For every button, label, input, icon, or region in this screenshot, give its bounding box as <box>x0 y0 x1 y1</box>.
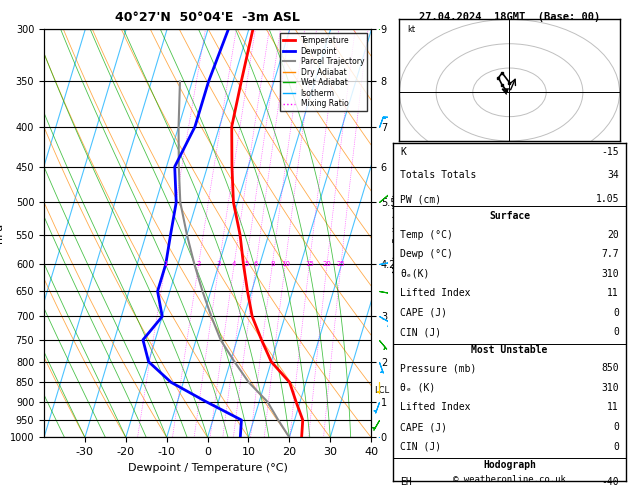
Text: -40: -40 <box>601 477 619 486</box>
Text: 850: 850 <box>601 363 619 373</box>
Text: CAPE (J): CAPE (J) <box>400 422 447 432</box>
Text: Lifted Index: Lifted Index <box>400 288 470 298</box>
Text: PW (cm): PW (cm) <box>400 194 441 204</box>
Text: Pressure (mb): Pressure (mb) <box>400 363 477 373</box>
Text: 3: 3 <box>217 261 221 267</box>
Text: Totals Totals: Totals Totals <box>400 171 477 180</box>
Text: © weatheronline.co.uk: © weatheronline.co.uk <box>453 475 566 484</box>
Text: 20: 20 <box>323 261 331 267</box>
X-axis label: Dewpoint / Temperature (°C): Dewpoint / Temperature (°C) <box>128 463 287 473</box>
Text: 1: 1 <box>164 261 168 267</box>
Text: 310: 310 <box>601 269 619 278</box>
Text: 11: 11 <box>607 402 619 413</box>
Text: 1.05: 1.05 <box>596 194 619 204</box>
Text: 25: 25 <box>337 261 345 267</box>
Title: 40°27'N  50°04'E  -3m ASL: 40°27'N 50°04'E -3m ASL <box>115 11 300 24</box>
Text: 7.7: 7.7 <box>601 249 619 259</box>
Text: 310: 310 <box>601 383 619 393</box>
Text: 2: 2 <box>196 261 201 267</box>
Text: EH: EH <box>400 477 412 486</box>
Text: 6: 6 <box>254 261 259 267</box>
Text: Surface: Surface <box>489 211 530 221</box>
Text: 0: 0 <box>613 442 619 451</box>
Text: 0: 0 <box>613 308 619 318</box>
Text: CIN (J): CIN (J) <box>400 442 441 451</box>
Text: θₑ(K): θₑ(K) <box>400 269 430 278</box>
Text: θₑ (K): θₑ (K) <box>400 383 435 393</box>
Text: 34: 34 <box>607 171 619 180</box>
Text: 8: 8 <box>270 261 275 267</box>
Y-axis label: hPa: hPa <box>0 223 4 243</box>
Text: Temp (°C): Temp (°C) <box>400 229 453 240</box>
Text: 11: 11 <box>607 288 619 298</box>
Text: -15: -15 <box>601 147 619 157</box>
Text: kt: kt <box>407 25 415 34</box>
Text: K: K <box>400 147 406 157</box>
Text: LCL: LCL <box>374 386 389 395</box>
Text: 20: 20 <box>607 229 619 240</box>
Y-axis label: km
ASL: km ASL <box>402 224 423 243</box>
Legend: Temperature, Dewpoint, Parcel Trajectory, Dry Adiabat, Wet Adiabat, Isotherm, Mi: Temperature, Dewpoint, Parcel Trajectory… <box>280 33 367 111</box>
Text: 4: 4 <box>232 261 237 267</box>
Text: Most Unstable: Most Unstable <box>471 346 548 355</box>
Text: 0: 0 <box>613 422 619 432</box>
Text: CIN (J): CIN (J) <box>400 328 441 337</box>
Text: 0: 0 <box>613 328 619 337</box>
Text: 15: 15 <box>305 261 314 267</box>
Text: 27.04.2024  18GMT  (Base: 00): 27.04.2024 18GMT (Base: 00) <box>419 12 600 22</box>
Text: 5: 5 <box>244 261 248 267</box>
Text: Dewp (°C): Dewp (°C) <box>400 249 453 259</box>
Text: Mixing Ratio (g/kg): Mixing Ratio (g/kg) <box>392 193 402 273</box>
Text: Hodograph: Hodograph <box>483 460 536 469</box>
Text: Lifted Index: Lifted Index <box>400 402 470 413</box>
Text: CAPE (J): CAPE (J) <box>400 308 447 318</box>
Text: 10: 10 <box>281 261 290 267</box>
